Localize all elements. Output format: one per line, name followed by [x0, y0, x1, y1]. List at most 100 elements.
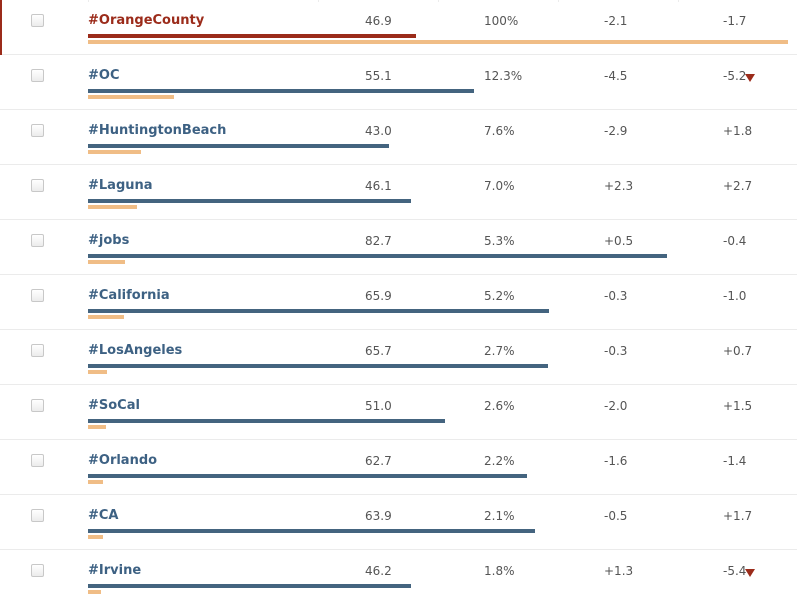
- change-value-2: +0.7: [723, 344, 753, 358]
- change-value-1: -4.5: [604, 69, 628, 83]
- score-bar: [88, 529, 535, 533]
- share-value: 1.8%: [484, 564, 515, 578]
- column-divider: [438, 0, 439, 2]
- share-bar: [88, 535, 103, 539]
- score-value: 46.1: [365, 179, 392, 193]
- share-bar: [88, 40, 788, 44]
- change-value-1: -2.0: [604, 399, 628, 413]
- row-checkbox[interactable]: [31, 454, 44, 467]
- share-bar: [88, 95, 174, 99]
- score-bar: [88, 364, 548, 368]
- score-value: 82.7: [365, 234, 392, 248]
- share-value: 5.3%: [484, 234, 515, 248]
- score-bar: [88, 419, 445, 423]
- change-value-2: -0.4: [723, 234, 747, 248]
- triangle-down-icon: [745, 74, 755, 82]
- column-divider: [318, 0, 319, 2]
- change-value-1: -1.6: [604, 454, 628, 468]
- share-bar: [88, 260, 125, 264]
- change-value-2: -1.7: [723, 14, 747, 28]
- score-bar: [88, 89, 474, 93]
- share-bar: [88, 150, 141, 154]
- change-value-1: -0.3: [604, 344, 628, 358]
- table-row[interactable]: #LosAngeles 65.7 2.7% -0.3 +0.7: [0, 330, 797, 385]
- row-checkbox[interactable]: [31, 69, 44, 82]
- selected-row-marker: [0, 0, 2, 55]
- hashtag-link[interactable]: #OrangeCounty: [88, 13, 205, 28]
- column-divider: [678, 0, 679, 2]
- score-value: 43.0: [365, 124, 392, 138]
- row-checkbox[interactable]: [31, 289, 44, 302]
- table-row[interactable]: #OrangeCounty 46.9 100% -2.1 -1.7: [0, 0, 797, 55]
- hashtag-link[interactable]: #jobs: [88, 233, 130, 248]
- hashtag-link[interactable]: #California: [88, 288, 170, 303]
- column-divider: [88, 0, 89, 2]
- score-value: 65.9: [365, 289, 392, 303]
- score-bar: [88, 474, 527, 478]
- table-row[interactable]: #SoCal 51.0 2.6% -2.0 +1.5: [0, 385, 797, 440]
- share-value: 5.2%: [484, 289, 515, 303]
- change-value-2: +1.8: [723, 124, 753, 138]
- hashtag-link[interactable]: #CA: [88, 508, 119, 523]
- hashtag-link[interactable]: #HuntingtonBeach: [88, 123, 227, 138]
- change-value-2: -5.4: [723, 564, 747, 578]
- change-value-1: -0.3: [604, 289, 628, 303]
- table-row[interactable]: #Irvine 46.2 1.8% +1.3 -5.4: [0, 550, 797, 604]
- change-value-2: +1.7: [723, 509, 753, 523]
- share-value: 7.0%: [484, 179, 515, 193]
- share-bar: [88, 480, 103, 484]
- share-value: 100%: [484, 14, 519, 28]
- row-checkbox[interactable]: [31, 124, 44, 137]
- score-value: 63.9: [365, 509, 392, 523]
- change-value-2: +2.7: [723, 179, 753, 193]
- hashtag-link[interactable]: #Orlando: [88, 453, 158, 468]
- score-bar: [88, 144, 389, 148]
- hashtag-link[interactable]: #Laguna: [88, 178, 153, 193]
- change-value-2: -1.0: [723, 289, 747, 303]
- share-value: 2.6%: [484, 399, 515, 413]
- share-value: 12.3%: [484, 69, 523, 83]
- row-checkbox[interactable]: [31, 509, 44, 522]
- share-bar: [88, 370, 107, 374]
- change-value-2: -5.2: [723, 69, 747, 83]
- share-value: 2.2%: [484, 454, 515, 468]
- score-value: 51.0: [365, 399, 392, 413]
- share-bar: [88, 425, 106, 429]
- score-bar: [88, 34, 416, 38]
- score-value: 46.9: [365, 14, 392, 28]
- table-row[interactable]: #OC 55.1 12.3% -4.5 -5.2: [0, 55, 797, 110]
- change-value-2: +1.5: [723, 399, 753, 413]
- score-bar: [88, 584, 411, 588]
- column-divider: [558, 0, 559, 2]
- hashtag-link[interactable]: #Irvine: [88, 563, 142, 578]
- table-row[interactable]: #California 65.9 5.2% -0.3 -1.0: [0, 275, 797, 330]
- table-row[interactable]: #Laguna 46.1 7.0% +2.3 +2.7: [0, 165, 797, 220]
- share-bar: [88, 315, 124, 319]
- row-checkbox[interactable]: [31, 14, 44, 27]
- hashtag-link[interactable]: #OC: [88, 68, 120, 83]
- triangle-down-icon: [745, 569, 755, 577]
- row-checkbox[interactable]: [31, 179, 44, 192]
- table-row[interactable]: #HuntingtonBeach 43.0 7.6% -2.9 +1.8: [0, 110, 797, 165]
- score-value: 46.2: [365, 564, 392, 578]
- share-value: 7.6%: [484, 124, 515, 138]
- share-bar: [88, 205, 137, 209]
- score-value: 65.7: [365, 344, 392, 358]
- score-bar: [88, 309, 549, 313]
- share-value: 2.7%: [484, 344, 515, 358]
- table-row[interactable]: #CA 63.9 2.1% -0.5 +1.7: [0, 495, 797, 550]
- row-checkbox[interactable]: [31, 399, 44, 412]
- change-value-1: +0.5: [604, 234, 634, 248]
- table-row[interactable]: #jobs 82.7 5.3% +0.5 -0.4: [0, 220, 797, 275]
- row-checkbox[interactable]: [31, 234, 44, 247]
- share-bar: [88, 590, 101, 594]
- share-value: 2.1%: [484, 509, 515, 523]
- change-value-1: -2.9: [604, 124, 628, 138]
- change-value-1: +1.3: [604, 564, 634, 578]
- table-row[interactable]: #Orlando 62.7 2.2% -1.6 -1.4: [0, 440, 797, 495]
- row-checkbox[interactable]: [31, 564, 44, 577]
- row-checkbox[interactable]: [31, 344, 44, 357]
- hashtag-link[interactable]: #LosAngeles: [88, 343, 183, 358]
- hashtag-link[interactable]: #SoCal: [88, 398, 140, 413]
